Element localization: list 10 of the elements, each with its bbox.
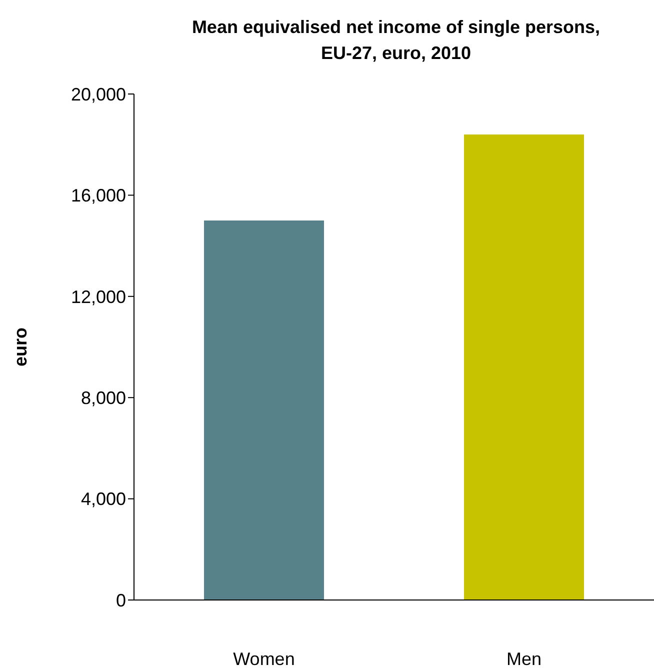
x-tick-label: Women	[233, 648, 295, 669]
x-tick-label: Men	[506, 648, 542, 669]
y-tick-label: 12,000	[70, 286, 126, 307]
y-tick-label: 20,000	[70, 84, 126, 104]
y-tick-label: 16,000	[70, 186, 126, 206]
y-tick-label: 8,000	[80, 388, 126, 408]
y-tick-label: 4,000	[80, 489, 126, 510]
y-axis-title: euro	[10, 327, 30, 367]
y-tick-label: 0	[116, 590, 126, 610]
chart-title: Mean equivalised net income of single persons, EU-27, euro, 2010	[190, 16, 602, 65]
